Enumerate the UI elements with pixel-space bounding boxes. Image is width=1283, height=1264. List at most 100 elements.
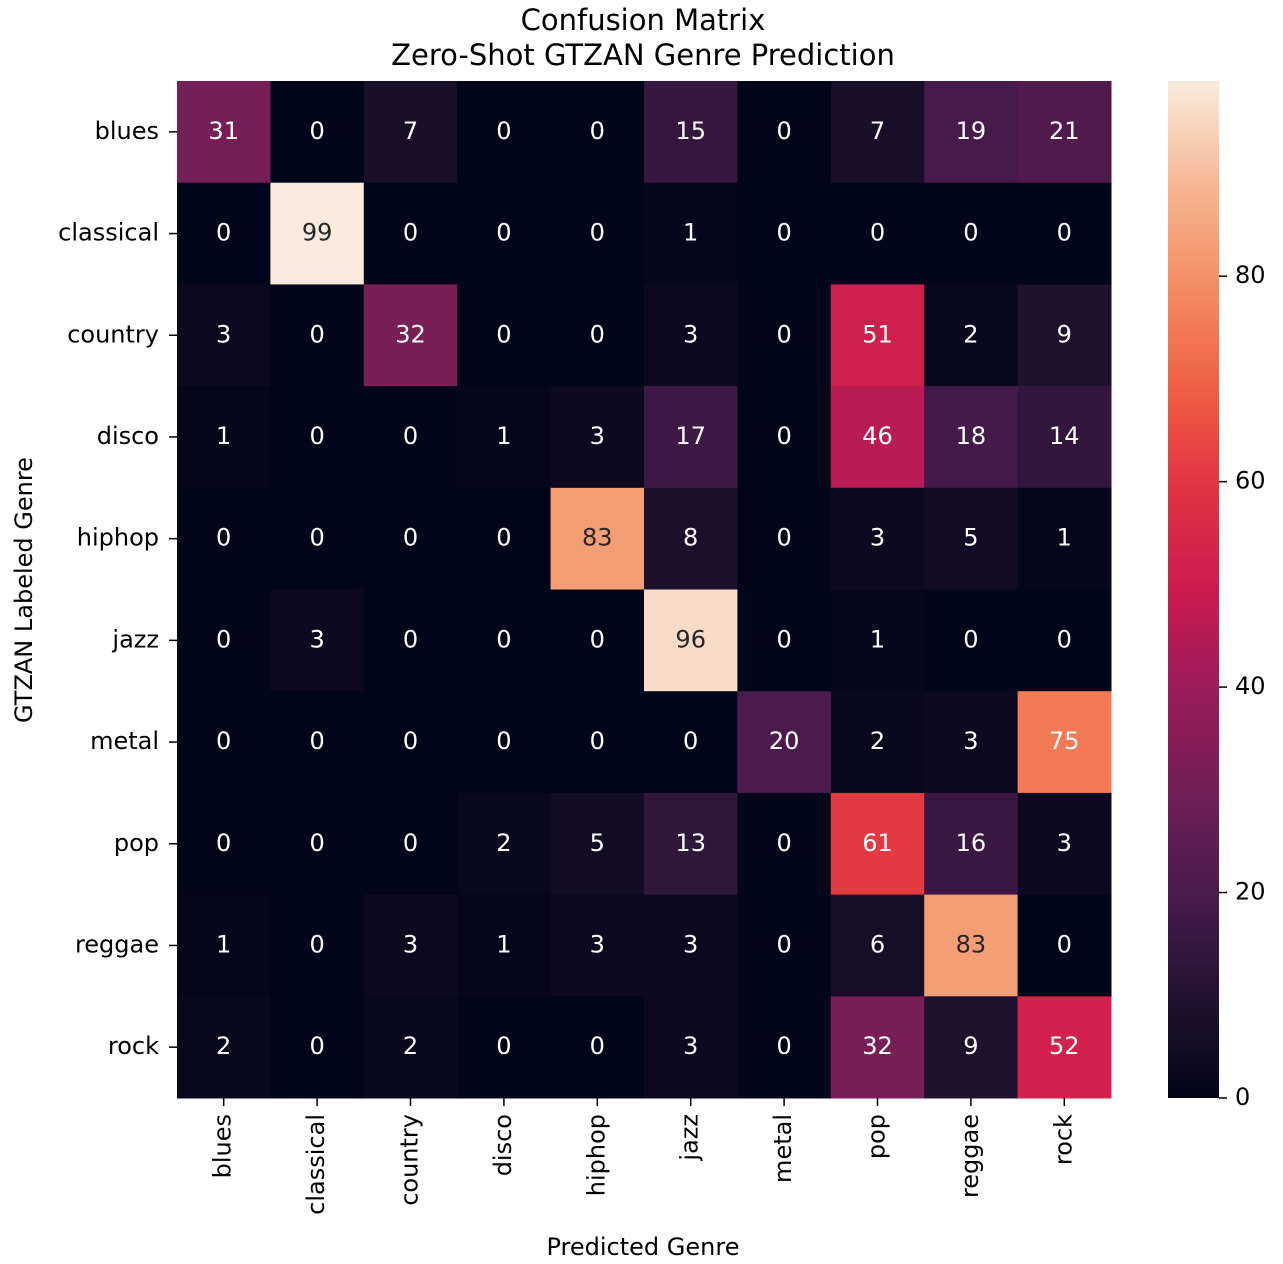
y-tick-label: metal xyxy=(90,727,159,755)
heatmap-cell xyxy=(1017,81,1112,184)
cell-label: 14 xyxy=(1049,422,1080,450)
cell-label: 8 xyxy=(683,524,698,552)
cell-label: 1 xyxy=(870,625,885,653)
cell-label: 20 xyxy=(769,727,800,755)
cell-label: 19 xyxy=(956,117,987,145)
heatmap-cell xyxy=(830,81,925,184)
heatmap-cell xyxy=(177,691,271,794)
heatmap-cell xyxy=(363,589,458,692)
cell-label: 0 xyxy=(963,219,978,247)
cell-label: 0 xyxy=(870,219,885,247)
heatmap-cell xyxy=(177,81,271,184)
heatmap-cell xyxy=(830,182,925,285)
cell-label: 61 xyxy=(862,829,893,857)
cell-label: 1 xyxy=(496,930,511,958)
heatmap-cell xyxy=(1017,487,1112,590)
heatmap-cell xyxy=(644,792,738,896)
cell-label: 0 xyxy=(403,625,418,653)
y-tick-label: disco xyxy=(97,422,159,450)
heatmap-cell xyxy=(457,487,552,590)
cell-label: 0 xyxy=(309,524,324,552)
cell-label: 0 xyxy=(309,930,324,958)
chart-subtitle: Zero-Shot GTZAN Genre Prediction xyxy=(391,38,895,72)
cell-label: 52 xyxy=(1049,1032,1080,1060)
heatmap-cell xyxy=(737,182,832,285)
heatmap-cell xyxy=(1017,996,1112,1099)
heatmap-cell xyxy=(363,386,458,489)
heatmap-cell xyxy=(550,589,645,692)
heatmap-cell xyxy=(737,792,832,896)
cell-label: 7 xyxy=(870,117,885,145)
cell-label: 0 xyxy=(963,625,978,653)
heatmap-cell xyxy=(270,792,365,896)
heatmap-cell xyxy=(737,284,832,387)
heatmap-cell xyxy=(924,182,1019,285)
heatmap-cell xyxy=(457,691,552,794)
cell-label: 2 xyxy=(870,727,885,755)
chart-title: Confusion Matrix xyxy=(521,3,766,37)
cell-label: 0 xyxy=(776,219,791,247)
heatmap-cell xyxy=(737,487,832,590)
heatmap-cell xyxy=(270,487,365,590)
cell-label: 3 xyxy=(963,727,978,755)
heatmap-cell xyxy=(1017,589,1112,692)
cell-label: 0 xyxy=(776,625,791,653)
cell-label: 2 xyxy=(403,1032,418,1060)
heatmap-cell xyxy=(644,487,738,590)
x-tick-label: classical xyxy=(302,1114,330,1215)
heatmap-cell xyxy=(830,894,925,997)
cell-label: 0 xyxy=(496,219,511,247)
cell-label: 0 xyxy=(403,727,418,755)
cell-label: 2 xyxy=(963,320,978,348)
heatmap-cell xyxy=(924,996,1019,1099)
y-tick-label: reggae xyxy=(75,930,159,958)
heatmap-cell xyxy=(924,792,1019,896)
cell-label: 0 xyxy=(776,320,791,348)
cell-label: 0 xyxy=(776,117,791,145)
heatmap-cell xyxy=(550,284,645,387)
heatmap-cell xyxy=(457,996,552,1099)
cell-label: 0 xyxy=(496,727,511,755)
colorbar xyxy=(1168,81,1219,1098)
x-tick-label: blues xyxy=(209,1114,237,1178)
heatmap-cell xyxy=(177,792,271,896)
cell-label: 1 xyxy=(496,422,511,450)
cell-label: 83 xyxy=(956,930,987,958)
heatmap-cell xyxy=(644,386,738,489)
heatmap-cell xyxy=(737,691,832,794)
y-axis-label: GTZAN Labeled Genre xyxy=(10,457,38,723)
heatmap-cell xyxy=(177,284,271,387)
cell-label: 0 xyxy=(590,320,605,348)
heatmap-cell xyxy=(177,996,271,1099)
cell-label: 0 xyxy=(216,524,231,552)
cell-label: 0 xyxy=(496,625,511,653)
heatmap-cell xyxy=(457,81,552,184)
colorbar-tick-label: 20 xyxy=(1235,878,1266,906)
heatmap-cell xyxy=(270,996,365,1099)
heatmap-cell xyxy=(457,894,552,997)
heatmap-cell xyxy=(177,894,271,997)
heatmap-cell xyxy=(1017,894,1112,997)
cell-label: 0 xyxy=(216,219,231,247)
heatmap-cell xyxy=(924,894,1019,997)
heatmap-cell xyxy=(550,182,645,285)
cell-label: 3 xyxy=(683,930,698,958)
heatmap-cell xyxy=(830,487,925,590)
heatmap-cell xyxy=(924,589,1019,692)
y-tick-label: classical xyxy=(58,219,159,247)
x-tick-label: hiphop xyxy=(582,1114,610,1196)
cell-label: 0 xyxy=(403,829,418,857)
cell-label: 3 xyxy=(683,1032,698,1060)
cell-label: 46 xyxy=(862,422,893,450)
cell-label: 0 xyxy=(776,524,791,552)
cell-label: 0 xyxy=(1057,930,1072,958)
heatmap-cell xyxy=(550,996,645,1099)
cell-label: 9 xyxy=(963,1032,978,1060)
heatmap-cell xyxy=(830,792,925,896)
cell-label: 0 xyxy=(309,727,324,755)
cell-label: 17 xyxy=(675,422,706,450)
cell-label: 1 xyxy=(1057,524,1072,552)
heatmap-cell xyxy=(1017,182,1112,285)
colorbar-tick-label: 40 xyxy=(1235,672,1266,700)
heatmap-cell xyxy=(270,386,365,489)
